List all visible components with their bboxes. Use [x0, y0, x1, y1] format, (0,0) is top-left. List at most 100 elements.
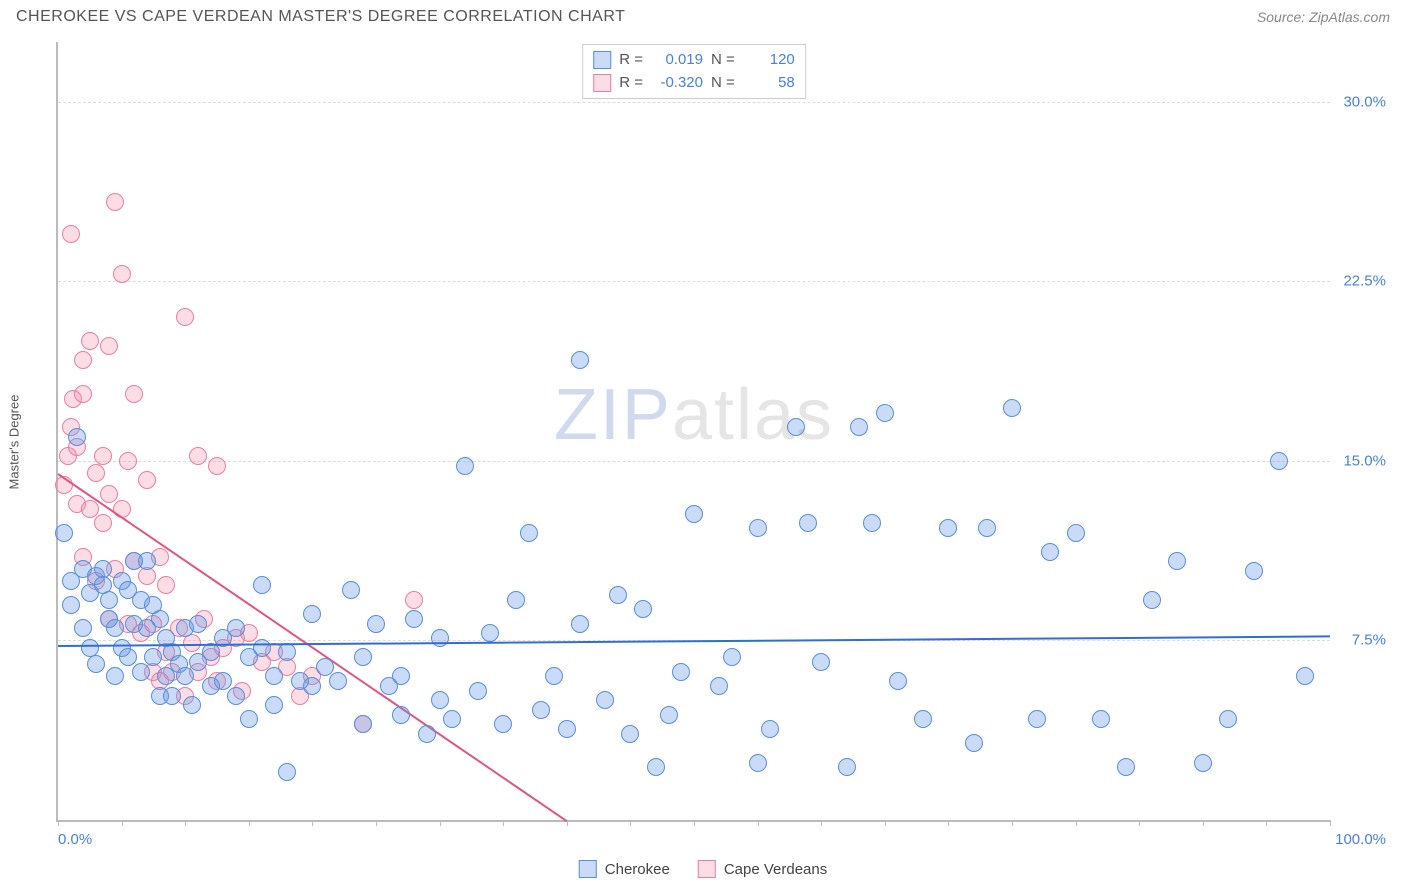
x-tick: [1266, 820, 1267, 826]
data-point-cherokee: [1296, 667, 1314, 685]
x-tick: [1330, 820, 1331, 826]
data-point-cherokee: [303, 605, 321, 623]
data-point-cherokee: [1270, 452, 1288, 470]
legend-N-cherokee: 120: [743, 49, 795, 72]
data-point-cape: [189, 447, 207, 465]
data-point-cherokee: [151, 610, 169, 628]
data-point-cherokee: [723, 648, 741, 666]
legend-R-label: R =: [619, 49, 643, 72]
swatch-cape: [593, 74, 611, 92]
data-point-cherokee: [710, 677, 728, 695]
legend-R-cherokee: 0.019: [651, 49, 703, 72]
data-point-cape: [113, 500, 131, 518]
data-point-cherokee: [596, 691, 614, 709]
data-point-cherokee: [176, 667, 194, 685]
data-point-cherokee: [634, 600, 652, 618]
data-point-cape: [94, 447, 112, 465]
correlation-legend: R = 0.019 N = 120 R = -0.320 N = 58: [582, 44, 806, 99]
data-point-cherokee: [106, 667, 124, 685]
swatch-cherokee: [593, 51, 611, 69]
x-tick: [821, 820, 822, 826]
data-point-cape: [119, 452, 137, 470]
data-point-cherokee: [418, 725, 436, 743]
data-point-cherokee: [1245, 562, 1263, 580]
data-point-cape: [62, 225, 80, 243]
x-min-label: 0.0%: [58, 831, 92, 848]
data-point-cherokee: [367, 615, 385, 633]
data-point-cherokee: [431, 691, 449, 709]
data-point-cherokee: [863, 514, 881, 532]
x-tick: [694, 820, 695, 826]
data-point-cherokee: [106, 619, 124, 637]
data-point-cherokee: [87, 655, 105, 673]
data-point-cherokee: [68, 428, 86, 446]
y-tick-label: 30.0%: [1343, 93, 1386, 110]
data-point-cherokee: [685, 505, 703, 523]
data-point-cherokee: [609, 586, 627, 604]
gridline: [58, 102, 1330, 103]
legend-N-cape: 58: [743, 72, 795, 95]
chart-header: CHEROKEE VS CAPE VERDEAN MASTER'S DEGREE…: [0, 0, 1406, 30]
data-point-cherokee: [392, 667, 410, 685]
y-tick-label: 7.5%: [1352, 632, 1386, 649]
data-point-cherokee: [571, 615, 589, 633]
x-tick: [58, 820, 59, 826]
data-point-cherokee: [672, 663, 690, 681]
x-tick: [1076, 820, 1077, 826]
chart-source: Source: ZipAtlas.com: [1257, 9, 1390, 25]
data-point-cape: [157, 576, 175, 594]
data-point-cherokee: [1028, 710, 1046, 728]
data-point-cherokee: [939, 519, 957, 537]
data-point-cherokee: [1003, 399, 1021, 417]
legend-R-label: R =: [619, 72, 643, 95]
x-tick: [312, 820, 313, 826]
legend-R-cape: -0.320: [651, 72, 703, 95]
x-max-label: 100.0%: [1335, 831, 1386, 848]
legend-N-label: N =: [711, 72, 735, 95]
data-point-cherokee: [443, 710, 461, 728]
data-point-cherokee: [303, 677, 321, 695]
gridline: [58, 461, 1330, 462]
data-point-cherokee: [240, 710, 258, 728]
data-point-cherokee: [253, 576, 271, 594]
x-tick: [440, 820, 441, 826]
data-point-cherokee: [138, 552, 156, 570]
data-point-cherokee: [94, 560, 112, 578]
data-point-cherokee: [1168, 552, 1186, 570]
data-point-cherokee: [100, 591, 118, 609]
data-point-cherokee: [647, 758, 665, 776]
data-point-cherokee: [431, 629, 449, 647]
data-point-cherokee: [81, 639, 99, 657]
data-point-cherokee: [978, 519, 996, 537]
data-point-cherokee: [456, 457, 474, 475]
data-point-cherokee: [749, 754, 767, 772]
y-axis-label: Master's Degree: [7, 395, 22, 490]
legend-item-cape: Cape Verdeans: [698, 860, 827, 878]
legend-N-label: N =: [711, 49, 735, 72]
data-point-cape: [405, 591, 423, 609]
swatch-cape-icon: [698, 860, 716, 878]
data-point-cherokee: [1194, 754, 1212, 772]
data-point-cherokee: [1041, 543, 1059, 561]
data-point-cape: [208, 457, 226, 475]
data-point-cherokee: [494, 715, 512, 733]
data-point-cape: [74, 385, 92, 403]
x-tick: [503, 820, 504, 826]
data-point-cape: [113, 265, 131, 283]
x-tick: [249, 820, 250, 826]
data-point-cherokee: [1067, 524, 1085, 542]
data-point-cherokee: [876, 404, 894, 422]
data-point-cherokee: [1117, 758, 1135, 776]
x-tick: [948, 820, 949, 826]
chart-title: CHEROKEE VS CAPE VERDEAN MASTER'S DEGREE…: [16, 8, 625, 26]
x-tick: [185, 820, 186, 826]
data-point-cherokee: [799, 514, 817, 532]
data-point-cherokee: [660, 706, 678, 724]
watermark-part1: ZIP: [554, 375, 672, 455]
legend-label-cherokee: Cherokee: [605, 861, 670, 878]
data-point-cape: [74, 351, 92, 369]
data-point-cherokee: [354, 648, 372, 666]
data-point-cherokee: [253, 639, 271, 657]
data-point-cherokee: [74, 619, 92, 637]
data-point-cherokee: [571, 351, 589, 369]
